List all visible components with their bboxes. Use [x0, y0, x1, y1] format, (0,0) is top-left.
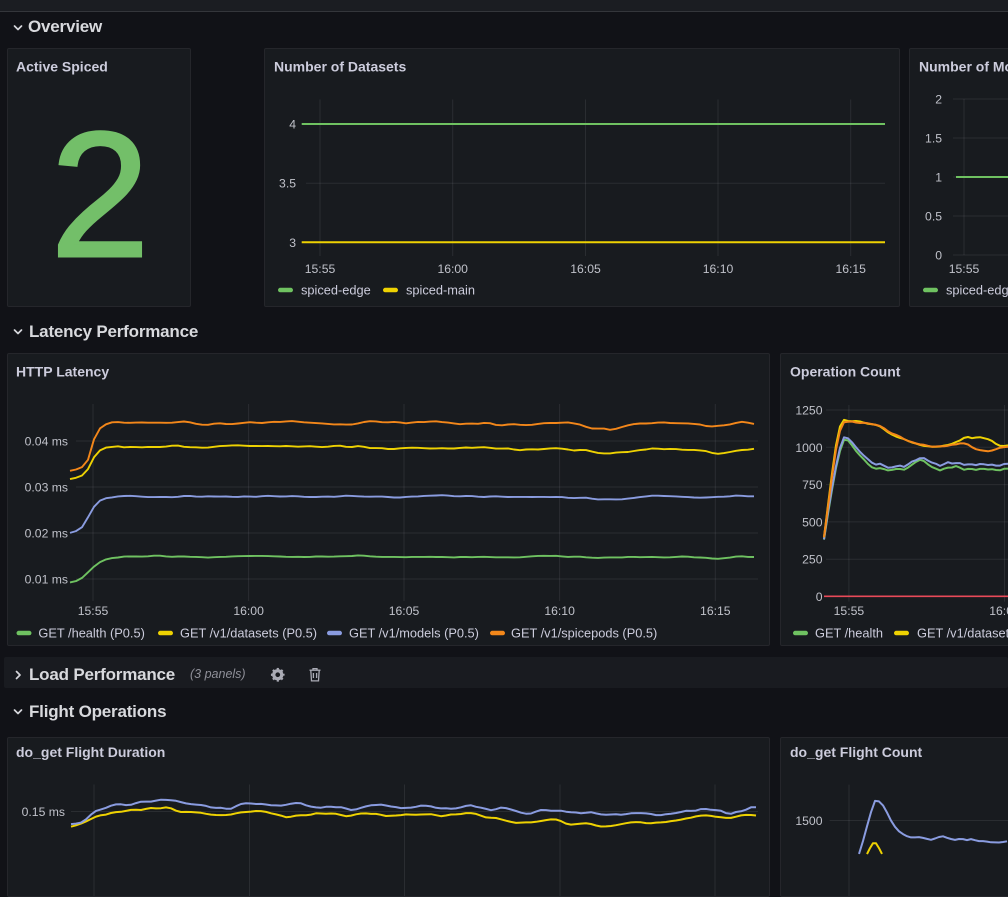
- svg-text:1: 1: [935, 171, 942, 185]
- svg-text:16:00: 16:00: [437, 262, 468, 276]
- svg-text:Number of Models: Number of Models: [919, 59, 1008, 75]
- svg-text:0.03 ms: 0.03 ms: [25, 481, 68, 495]
- svg-text:GET /v1/spicepods (P0.5): GET /v1/spicepods (P0.5): [511, 626, 657, 641]
- svg-text:GET /health (P0.5): GET /health (P0.5): [38, 626, 144, 641]
- svg-text:15:55: 15:55: [78, 604, 109, 618]
- svg-text:0.04 ms: 0.04 ms: [25, 435, 68, 449]
- svg-text:15:55: 15:55: [949, 262, 980, 276]
- svg-text:2: 2: [935, 93, 942, 107]
- svg-text:spiced-edge: spiced-edge: [301, 283, 371, 298]
- svg-text:16:10: 16:10: [544, 604, 575, 618]
- svg-text:1500: 1500: [795, 814, 822, 828]
- svg-text:spiced-edge: spiced-edge: [946, 283, 1008, 298]
- svg-text:Number of Datasets: Number of Datasets: [274, 59, 406, 75]
- svg-text:15:55: 15:55: [305, 262, 336, 276]
- svg-text:0.01 ms: 0.01 ms: [25, 573, 68, 587]
- svg-text:0: 0: [935, 249, 942, 263]
- svg-text:16:00: 16:00: [233, 604, 264, 618]
- svg-text:0.15 ms: 0.15 ms: [22, 805, 65, 819]
- svg-text:1.5: 1.5: [925, 132, 942, 146]
- svg-text:3.5: 3.5: [279, 177, 296, 191]
- svg-text:GET /v1/models (P0.5): GET /v1/models (P0.5): [349, 626, 479, 641]
- svg-text:0.5: 0.5: [925, 210, 942, 224]
- svg-text:Active Spiced: Active Spiced: [16, 59, 108, 75]
- svg-text:0.02 ms: 0.02 ms: [25, 527, 68, 541]
- svg-text:3: 3: [289, 236, 296, 250]
- svg-text:Operation Count: Operation Count: [790, 364, 901, 380]
- svg-text:15:55: 15:55: [834, 604, 865, 618]
- svg-text:500: 500: [802, 515, 823, 529]
- svg-text:250: 250: [802, 553, 823, 567]
- svg-text:do_get Flight Count: do_get Flight Count: [790, 744, 923, 760]
- svg-text:2: 2: [51, 95, 150, 294]
- svg-text:16:05: 16:05: [570, 262, 601, 276]
- svg-text:GET /health: GET /health: [815, 626, 883, 641]
- svg-text:spiced-main: spiced-main: [406, 283, 475, 298]
- svg-text:16:15: 16:15: [835, 262, 866, 276]
- svg-text:GET /v1/datasets: GET /v1/datasets: [917, 626, 1008, 641]
- svg-text:16:00: 16:00: [989, 604, 1008, 618]
- svg-text:4: 4: [289, 118, 296, 132]
- svg-text:1250: 1250: [795, 404, 822, 418]
- svg-text:16:05: 16:05: [389, 604, 420, 618]
- svg-text:750: 750: [802, 478, 823, 492]
- svg-text:0: 0: [816, 590, 823, 604]
- svg-text:16:15: 16:15: [700, 604, 731, 618]
- svg-text:16:10: 16:10: [703, 262, 734, 276]
- svg-text:do_get Flight Duration: do_get Flight Duration: [16, 744, 165, 760]
- svg-text:1000: 1000: [795, 441, 822, 455]
- svg-text:GET /v1/datasets (P0.5): GET /v1/datasets (P0.5): [180, 626, 317, 641]
- svg-text:HTTP Latency: HTTP Latency: [16, 364, 109, 380]
